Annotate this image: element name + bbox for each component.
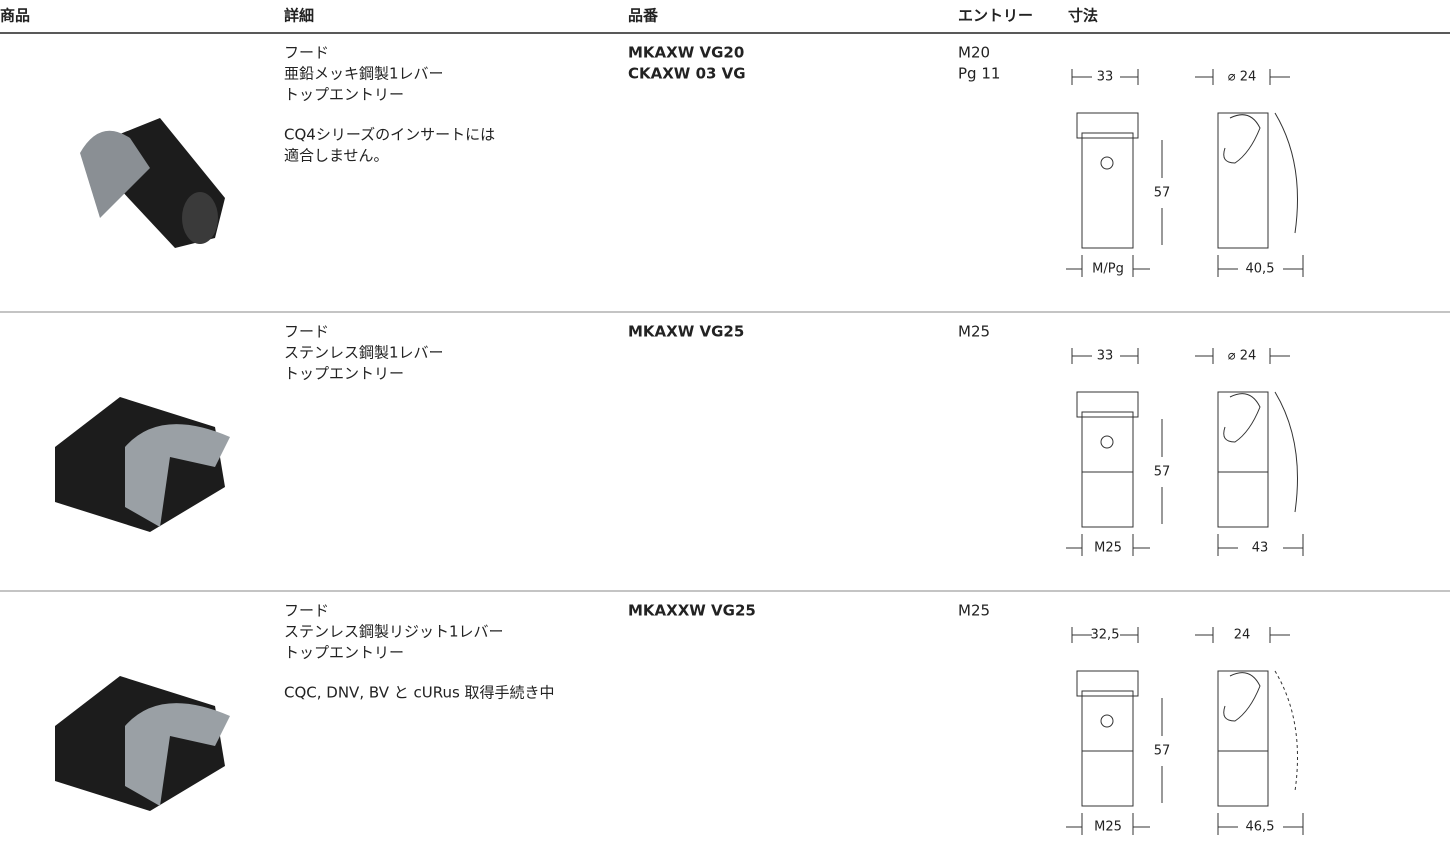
dim-side: 43 xyxy=(1252,541,1269,556)
detail-line: トップエントリー xyxy=(284,86,404,104)
front-view xyxy=(1081,690,1134,807)
dim-height: 57 xyxy=(1154,744,1171,759)
note-line: 適合しません。 xyxy=(284,147,389,165)
front-view xyxy=(1081,132,1134,249)
front-lever xyxy=(1076,391,1139,418)
dim-width: 33 xyxy=(1097,349,1114,364)
detail-line: 亜鉛メッキ鋼製1レバー xyxy=(284,65,444,83)
front-screw xyxy=(1100,156,1114,170)
dim-width: 32,5 xyxy=(1091,628,1120,643)
header-cell: エントリー xyxy=(958,7,1033,25)
side-lever xyxy=(1223,393,1261,443)
lever xyxy=(125,703,230,806)
dim-width: 33 xyxy=(1097,70,1114,85)
dim-bottom: M25 xyxy=(1094,541,1122,556)
swing-arc xyxy=(1274,112,1298,234)
part-number: CKAXW 03 VG xyxy=(628,65,746,83)
dim-bottom: M/Pg xyxy=(1092,262,1124,277)
dim-bottom: M25 xyxy=(1094,820,1122,835)
detail-line: トップエントリー xyxy=(284,365,404,383)
dim-height: 57 xyxy=(1154,186,1171,201)
front-screw xyxy=(1100,714,1114,728)
dim-side: 46,5 xyxy=(1246,820,1275,835)
front-lever xyxy=(1076,670,1139,697)
note-line: CQC, DNV, BV と cURus 取得手続き中 xyxy=(284,684,555,702)
front-lever xyxy=(1076,112,1139,139)
detail-line: フード xyxy=(284,323,329,341)
entry: Pg 11 xyxy=(958,65,1000,83)
header-cell: 詳細 xyxy=(284,7,314,25)
lever xyxy=(80,130,150,218)
note-line: CQ4シリーズのインサートには xyxy=(284,126,495,144)
side-view xyxy=(1217,670,1269,807)
thread xyxy=(182,192,218,244)
dim-depth: 24 xyxy=(1234,628,1251,643)
front-view xyxy=(1081,411,1134,528)
side-view xyxy=(1217,112,1269,249)
detail-line: フード xyxy=(284,602,329,620)
side-lever xyxy=(1223,672,1261,722)
lever xyxy=(125,424,230,527)
product-photo xyxy=(55,676,230,811)
part-number: MKAXW VG20 xyxy=(628,44,744,62)
front-screw xyxy=(1100,435,1114,449)
detail-line: ステンレス鋼製リジット1レバー xyxy=(284,623,504,641)
side-lever xyxy=(1223,114,1261,164)
header-cell: 寸法 xyxy=(1068,7,1098,25)
entry: M25 xyxy=(958,323,990,341)
header-cell: 商品 xyxy=(0,7,30,25)
part-number: MKAXW VG25 xyxy=(628,323,744,341)
dim-depth: ⌀ 24 xyxy=(1228,349,1257,364)
dim-depth: ⌀ 24 xyxy=(1228,70,1257,85)
entry: M20 xyxy=(958,44,990,62)
header-cell: 品番 xyxy=(628,7,659,25)
entry: M25 xyxy=(958,602,990,620)
swing-arc xyxy=(1274,391,1298,513)
dim-height: 57 xyxy=(1154,465,1171,480)
detail-line: フード xyxy=(284,44,329,62)
product-photo xyxy=(55,397,230,532)
product-photo xyxy=(80,118,225,248)
dim-side: 40,5 xyxy=(1246,262,1275,277)
swing-arc xyxy=(1274,670,1298,792)
side-view xyxy=(1217,391,1269,528)
part-number: MKAXXW VG25 xyxy=(628,602,756,620)
detail-line: トップエントリー xyxy=(284,644,404,662)
detail-line: ステンレス鋼製1レバー xyxy=(284,344,444,362)
